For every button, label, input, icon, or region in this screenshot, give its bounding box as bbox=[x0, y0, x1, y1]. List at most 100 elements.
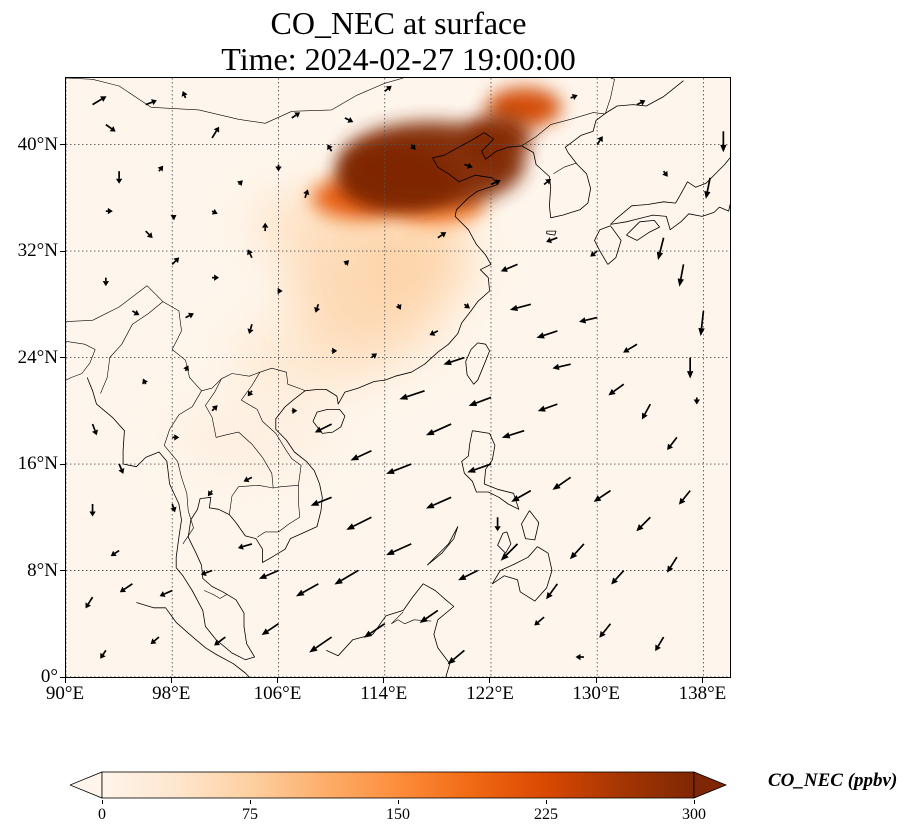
wind-arrow bbox=[678, 490, 691, 505]
coastlines bbox=[86, 80, 730, 677]
lon-tick-mark bbox=[276, 678, 278, 683]
wind-arrow bbox=[569, 543, 585, 560]
border-segment bbox=[203, 590, 227, 599]
wind-arrow bbox=[331, 347, 338, 355]
wind-arrow bbox=[237, 180, 243, 187]
concentration-patch bbox=[172, 397, 332, 478]
colorbar-tick-mark bbox=[397, 800, 399, 804]
wind-arrow bbox=[546, 583, 559, 600]
wind-arrow bbox=[171, 257, 180, 265]
wind-arrow bbox=[443, 356, 465, 366]
wind-arrow bbox=[468, 396, 492, 407]
wind-arrow bbox=[463, 302, 470, 309]
wind-arrow bbox=[145, 99, 157, 106]
colorbar-tick-label: 75 bbox=[242, 806, 258, 823]
wind-vectors bbox=[85, 85, 727, 665]
wind-arrow bbox=[247, 324, 254, 335]
wind-arrow bbox=[181, 90, 188, 99]
wind-arrow bbox=[211, 126, 220, 139]
wind-arrow bbox=[91, 423, 99, 436]
coastline-segment bbox=[326, 583, 455, 677]
border-segment bbox=[164, 390, 202, 545]
wind-arrow bbox=[314, 304, 321, 313]
lon-tick-mark bbox=[64, 678, 66, 683]
wind-arrow bbox=[419, 609, 439, 624]
wind-arrow bbox=[243, 476, 253, 483]
wind-arrow bbox=[611, 569, 625, 585]
wind-arrow bbox=[641, 403, 652, 420]
wind-arrow bbox=[105, 123, 116, 132]
wind-arrow bbox=[386, 463, 412, 474]
wind-arrow bbox=[346, 516, 372, 530]
wind-arrow bbox=[262, 222, 269, 232]
lon-tick-mark bbox=[383, 678, 385, 683]
colorbar-extend-min bbox=[70, 771, 103, 799]
coastline-segment bbox=[312, 409, 346, 434]
border-segment bbox=[205, 378, 300, 538]
wind-arrow bbox=[310, 496, 332, 506]
wind-arrow bbox=[501, 429, 525, 439]
lon-tick-mark bbox=[170, 678, 172, 683]
coastline-segment bbox=[594, 225, 622, 265]
map-title: CO_NEC at surface bbox=[270, 5, 527, 41]
coastline-segment bbox=[521, 510, 540, 541]
wind-arrow bbox=[211, 405, 218, 412]
border-segment bbox=[553, 162, 577, 175]
wind-arrow bbox=[157, 165, 164, 172]
wind-arrow bbox=[570, 94, 578, 100]
wind-arrow bbox=[131, 309, 140, 316]
lon-tick-label: 122°E bbox=[466, 683, 514, 704]
map-canvas[interactable] bbox=[66, 78, 730, 677]
coastline-segment bbox=[86, 80, 684, 661]
wind-arrow bbox=[261, 623, 279, 635]
wind-arrow bbox=[119, 583, 133, 593]
concentration-patch bbox=[364, 217, 472, 311]
wind-arrow bbox=[720, 131, 727, 153]
wind-arrow bbox=[277, 287, 283, 295]
colorbar-tick-mark bbox=[545, 800, 547, 804]
wind-arrow bbox=[552, 476, 572, 490]
lon-tick-label: 98°E bbox=[152, 683, 191, 704]
wind-arrow bbox=[212, 274, 220, 281]
colorbar-gradient bbox=[101, 771, 695, 799]
coastline-segment bbox=[546, 230, 557, 236]
wind-arrow bbox=[662, 170, 668, 177]
map-panel[interactable] bbox=[65, 77, 731, 678]
wind-arrow bbox=[172, 434, 180, 441]
lat-tick-mark bbox=[60, 463, 65, 465]
wind-arrow bbox=[593, 489, 611, 502]
wind-arrow bbox=[437, 232, 447, 239]
colorbar-extend-max bbox=[693, 771, 728, 799]
coastline-segment bbox=[497, 531, 512, 554]
wind-arrow bbox=[693, 397, 700, 405]
wind-arrow bbox=[150, 636, 160, 645]
wind-arrow bbox=[102, 277, 110, 287]
coastline-segment bbox=[426, 526, 459, 566]
wind-arrow bbox=[247, 390, 254, 397]
wind-arrow bbox=[546, 236, 558, 244]
colorbar-tick-mark bbox=[693, 800, 695, 804]
wind-arrow bbox=[92, 96, 107, 106]
wind-arrow bbox=[395, 303, 402, 310]
colorbar bbox=[70, 771, 728, 799]
lat-tick-mark bbox=[60, 357, 65, 359]
wind-arrow bbox=[314, 423, 332, 433]
coastline-segment bbox=[136, 602, 250, 677]
wind-arrow bbox=[543, 178, 552, 186]
wind-arrow bbox=[698, 310, 705, 337]
lat-tick-label: 16°N bbox=[17, 453, 58, 475]
lat-tick-label: 0° bbox=[40, 666, 58, 687]
colorbar-tick-mark bbox=[249, 800, 251, 804]
wind-arrow bbox=[677, 264, 685, 287]
wind-arrow bbox=[247, 249, 253, 259]
wind-arrow bbox=[100, 649, 107, 659]
lon-tick-mark bbox=[595, 678, 597, 683]
lon-tick-label: 90°E bbox=[45, 683, 85, 704]
border-segment bbox=[521, 112, 606, 147]
wind-arrow bbox=[303, 189, 310, 199]
wind-arrow bbox=[409, 144, 416, 151]
wind-arrow bbox=[309, 636, 333, 653]
wind-arrow bbox=[386, 543, 412, 556]
border-segment bbox=[229, 485, 274, 515]
wind-arrow bbox=[275, 164, 282, 172]
